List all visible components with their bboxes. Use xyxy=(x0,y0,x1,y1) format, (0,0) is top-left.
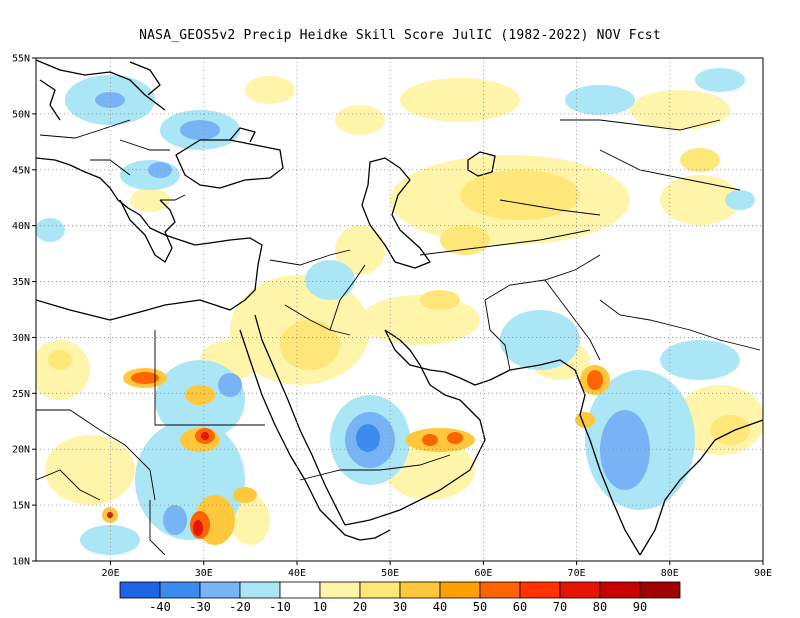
colorbar-swatch xyxy=(359,581,401,599)
colorbar-swatch xyxy=(159,581,201,599)
y-tick-label: 30N xyxy=(12,333,30,344)
y-tick-label: 25N xyxy=(12,389,30,400)
x-tick-label: 80E xyxy=(661,568,679,579)
colorbar-label: 90 xyxy=(633,600,647,614)
colorbar-swatch xyxy=(639,581,681,599)
x-tick-label: 60E xyxy=(474,568,492,579)
colorbar-swatch xyxy=(559,581,601,599)
colorbar-swatch xyxy=(399,581,441,599)
colorbar-swatch xyxy=(239,581,281,599)
colorbar-label: 50 xyxy=(473,600,487,614)
x-tick-label: 70E xyxy=(568,568,586,579)
colorbar-swatch xyxy=(279,581,321,599)
x-tick-label: 20E xyxy=(102,568,120,579)
colorbar-label: -30 xyxy=(189,600,211,614)
colorbar-swatch xyxy=(479,581,521,599)
y-tick-label: 45N xyxy=(12,165,30,176)
colorbar-swatch xyxy=(519,581,561,599)
y-tick-label: 50N xyxy=(12,109,30,120)
y-tick-label: 55N xyxy=(12,54,30,65)
colorbar-label: -10 xyxy=(269,600,291,614)
x-tick-label: 40E xyxy=(288,568,306,579)
x-tick-label: 30E xyxy=(195,568,213,579)
y-tick-label: 40N xyxy=(12,221,30,232)
colorbar-label: 30 xyxy=(393,600,407,614)
x-axis: 20E 30E 40E 50E 60E 70E 80E 90E xyxy=(102,561,772,579)
y-tick-label: 10N xyxy=(12,557,30,568)
coastlines xyxy=(36,59,763,556)
colorbar: -40 -30 -20 -10 10 20 30 40 50 60 70 80 90 xyxy=(119,581,681,614)
x-tick-label: 90E xyxy=(754,568,772,579)
skill-shading xyxy=(36,68,763,555)
colorbar-label: -20 xyxy=(229,600,251,614)
plot-frame xyxy=(35,57,764,562)
y-tick-label: 20N xyxy=(12,445,30,456)
y-axis: 55N 50N 45N 40N 35N 30N 25N 20N 15N 10N xyxy=(12,54,36,568)
colorbar-label: 80 xyxy=(593,600,607,614)
y-tick-label: 15N xyxy=(12,501,30,512)
colorbar-label: 60 xyxy=(513,600,527,614)
colorbar-swatch xyxy=(119,581,161,599)
colorbar-swatch xyxy=(599,581,641,599)
country-borders xyxy=(36,119,761,556)
y-tick-label: 35N xyxy=(12,277,30,288)
colorbar-swatch xyxy=(199,581,241,599)
colorbar-label: 20 xyxy=(353,600,367,614)
colorbar-swatch xyxy=(319,581,361,599)
colorbar-label: 10 xyxy=(313,600,327,614)
colorbar-label: -40 xyxy=(149,600,171,614)
chart-title: NASA_GEOS5v2 Precip Heidke Skill Score J… xyxy=(139,28,661,43)
colorbar-label: 40 xyxy=(433,600,447,614)
colorbar-swatch xyxy=(439,581,481,599)
x-tick-label: 50E xyxy=(381,568,399,579)
colorbar-label: 70 xyxy=(553,600,567,614)
